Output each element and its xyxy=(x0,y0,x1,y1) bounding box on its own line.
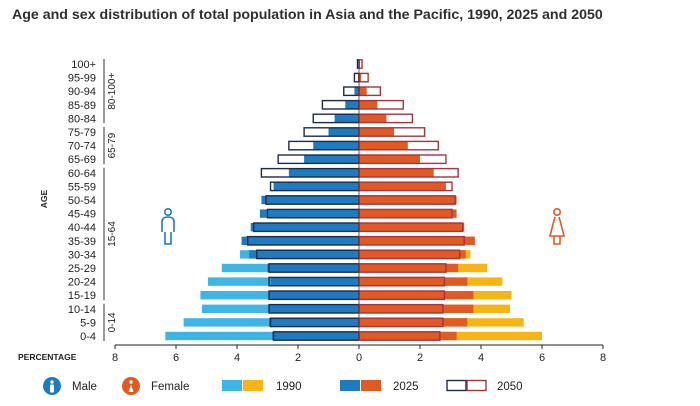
age-tick-label: 30-34 xyxy=(68,249,96,261)
x-tick-label: 2 xyxy=(295,352,301,364)
x-tick-label: 4 xyxy=(234,352,240,364)
age-tick-label: 75-79 xyxy=(68,127,96,139)
bar-2025-female-60-64 xyxy=(359,168,434,177)
bar-2025-male-40-44 xyxy=(250,223,359,232)
age-group-label: 0-14 xyxy=(107,312,118,332)
bar-2025-female-20-24 xyxy=(359,277,468,286)
bar-2025-male-55-59 xyxy=(273,182,359,191)
bar-2025-male-70-74 xyxy=(313,141,359,150)
y-axis-title: AGE xyxy=(39,189,49,208)
legend-2025-female-swatch xyxy=(361,380,381,391)
legend-2050-female-swatch xyxy=(466,379,487,392)
age-tick-label: 60-64 xyxy=(68,168,96,180)
legend-2050-male-swatch xyxy=(446,379,467,392)
bar-2025-female-0-4 xyxy=(359,331,457,341)
x-tick-label: 4 xyxy=(478,352,484,364)
male-person-icon xyxy=(161,207,175,245)
age-group-label: 80-100+ xyxy=(107,73,118,110)
bars-layer xyxy=(165,59,542,341)
x-axis-title: PERCENTAGE xyxy=(18,352,77,362)
bar-2025-female-70-74 xyxy=(359,141,408,150)
bar-2025-male-85-89 xyxy=(345,100,359,109)
bar-2025-male-25-29 xyxy=(267,263,359,273)
age-tick-label: 95-99 xyxy=(68,73,96,85)
x-tick-label: 8 xyxy=(600,352,606,364)
age-tick-label: 65-69 xyxy=(68,154,96,166)
bar-2025-female-55-59 xyxy=(359,182,446,191)
bar-2025-female-30-34 xyxy=(359,250,466,259)
bar-2025-male-15-19 xyxy=(269,291,359,300)
bar-2025-male-65-69 xyxy=(304,155,359,164)
legend-female-icon xyxy=(122,377,140,395)
bar-2025-female-90-94 xyxy=(359,87,367,96)
bar-2025-female-45-49 xyxy=(359,209,457,218)
age-tick-label: 25-29 xyxy=(68,263,96,275)
bar-2025-female-95-99 xyxy=(359,73,362,82)
bar-2025-female-5-9 xyxy=(359,318,468,327)
bar-2025-male-45-49 xyxy=(259,209,360,218)
legend-2050-label: 2050 xyxy=(497,381,523,393)
x-tick-label: 2 xyxy=(417,352,423,364)
bar-2025-male-20-24 xyxy=(270,277,359,286)
bar-1990-male-0-4 xyxy=(165,331,359,341)
legend-male-icon xyxy=(43,377,61,395)
age-tick-label: 5-9 xyxy=(80,317,96,329)
age-group-label: 65-79 xyxy=(107,132,118,158)
x-tick-label: 0 xyxy=(356,352,362,364)
age-tick-label: 70-74 xyxy=(68,141,96,153)
age-tick-label: 80-84 xyxy=(68,113,96,125)
bar-2025-female-15-19 xyxy=(359,291,474,300)
bar-2025-female-85-89 xyxy=(359,100,378,109)
age-tick-label: 40-44 xyxy=(68,222,96,234)
legend-1990-female-swatch xyxy=(243,380,263,391)
bar-2025-male-50-54 xyxy=(261,195,359,205)
bar-2025-female-40-44 xyxy=(359,223,465,232)
bar-2025-male-90-94 xyxy=(354,87,360,96)
age-tick-label: 100+ xyxy=(71,59,96,71)
age-tick-label: 35-39 xyxy=(68,236,96,248)
bar-2025-male-35-39 xyxy=(241,236,359,245)
x-tick-label: 8 xyxy=(112,352,118,364)
age-tick-label: 10-14 xyxy=(68,304,96,316)
bar-2025-female-50-54 xyxy=(359,195,457,205)
bar-2025-female-75-79 xyxy=(359,127,395,137)
age-tick-label: 45-49 xyxy=(68,209,96,221)
legend-2025-male-swatch xyxy=(340,380,360,391)
bar-2025-male-5-9 xyxy=(269,318,359,327)
bar-2025-male-80-84 xyxy=(334,114,359,123)
bar-2025-male-0-4 xyxy=(272,331,359,341)
age-tick-label: 90-94 xyxy=(68,86,96,98)
age-tick-label: 20-24 xyxy=(68,277,96,289)
x-tick-label: 6 xyxy=(173,352,179,364)
age-tick-label: 0-4 xyxy=(80,331,96,343)
bar-2025-male-60-64 xyxy=(288,168,359,177)
legend-male-label: Male xyxy=(72,381,97,393)
legend-1990-male-swatch xyxy=(222,380,242,391)
bar-2050-female-100plus xyxy=(358,59,363,69)
legend-1990-label: 1990 xyxy=(276,381,302,393)
bar-2025-female-25-29 xyxy=(359,263,459,273)
age-tick-label: 55-59 xyxy=(68,181,96,193)
legend-female-label: Female xyxy=(151,381,189,393)
bar-2025-female-35-39 xyxy=(359,236,475,245)
bar-2025-female-10-14 xyxy=(359,304,474,313)
legend: Male Female 1990 2025 2050 xyxy=(43,377,523,395)
bar-2025-female-65-69 xyxy=(359,155,420,164)
x-tick-label: 6 xyxy=(539,352,545,364)
bar-2025-male-30-34 xyxy=(249,250,359,259)
age-group-label: 15-64 xyxy=(107,221,118,247)
bar-2025-male-75-79 xyxy=(328,127,359,137)
age-tick-label: 85-89 xyxy=(68,100,96,112)
bar-2025-female-80-84 xyxy=(359,114,387,123)
female-person-icon xyxy=(548,207,566,245)
bar-2025-male-10-14 xyxy=(269,304,359,313)
age-tick-label: 15-19 xyxy=(68,290,96,302)
chart-title: Age and sex distribution of total popula… xyxy=(12,7,603,23)
legend-2025-label: 2025 xyxy=(393,381,419,393)
age-tick-label: 50-54 xyxy=(68,195,96,207)
